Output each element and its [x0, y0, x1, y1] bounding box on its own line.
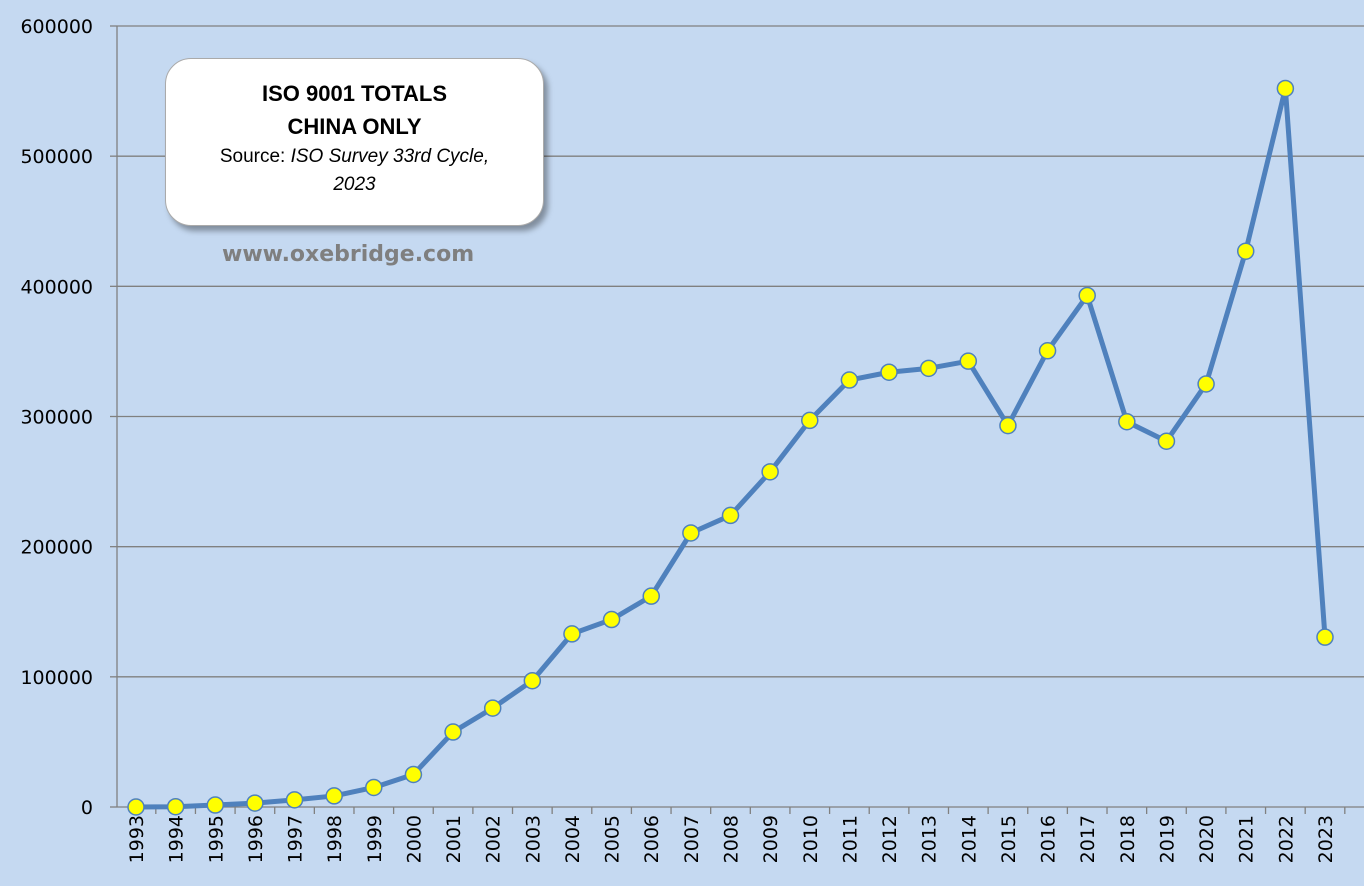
- data-point-2021: [1236, 242, 1255, 260]
- y-tick-label: 600000: [20, 16, 93, 38]
- x-tick-label: 2016: [1038, 815, 1060, 863]
- source-name: ISO Survey 33rd Cycle,: [290, 146, 490, 167]
- y-tick-label: 200000: [20, 537, 93, 559]
- x-tick-label: 2022: [1275, 815, 1297, 863]
- watermark: www.oxebridge.com: [222, 242, 475, 267]
- x-tick-label: 1993: [126, 815, 148, 863]
- title-box: ISO 9001 TOTALS CHINA ONLY Source: ISO S…: [165, 58, 544, 226]
- x-tick-label: 2023: [1315, 815, 1337, 863]
- x-tick-label: 2000: [403, 815, 425, 863]
- y-tick-label: 300000: [20, 407, 93, 429]
- data-point-1994: [166, 797, 185, 816]
- x-tick-label: 2004: [562, 815, 584, 863]
- x-tick-label: 2017: [1077, 815, 1099, 863]
- x-tick-label: 2008: [721, 815, 743, 863]
- x-tick-label: 1997: [285, 815, 307, 863]
- x-tick-label: 1995: [205, 815, 227, 863]
- data-point-2008: [721, 506, 740, 525]
- y-tick-label: 500000: [20, 146, 93, 168]
- data-point-2007: [682, 524, 700, 542]
- y-tick-label: 100000: [20, 667, 93, 689]
- data-point-2005: [602, 610, 621, 629]
- x-tick-label: 2013: [919, 815, 941, 863]
- data-point-2003: [523, 671, 542, 690]
- data-point-1998: [325, 787, 343, 805]
- data-point-2004: [563, 625, 581, 643]
- data-point-2009: [761, 463, 779, 481]
- data-point-2019: [1157, 432, 1176, 450]
- data-point-2018: [1118, 412, 1136, 431]
- x-tick-label: 2009: [760, 815, 782, 863]
- x-tick-label: 2003: [522, 815, 544, 863]
- x-tick-label: 2012: [879, 815, 901, 863]
- x-tick-label: 2015: [998, 815, 1020, 863]
- x-tick-label: 2019: [1156, 815, 1178, 863]
- x-tick-label: 2011: [839, 815, 861, 863]
- data-point-2016: [1038, 342, 1057, 360]
- chart-title-line2: CHINA ONLY: [287, 114, 422, 139]
- chart-title-line1: ISO 9001 TOTALS: [261, 81, 448, 106]
- source-prefix: Source:: [219, 146, 291, 167]
- data-point-2013: [919, 359, 938, 378]
- data-point-1997: [285, 791, 304, 809]
- y-tick-label: 400000: [20, 276, 93, 298]
- data-point-2002: [483, 699, 502, 717]
- data-point-1999: [365, 778, 383, 797]
- x-tick-label: 2018: [1117, 815, 1139, 863]
- y-tick-label: 0: [81, 797, 93, 819]
- data-point-2014: [959, 352, 978, 370]
- x-tick-label: 1999: [364, 815, 386, 863]
- data-point-2023: [1316, 628, 1334, 646]
- x-tick-label: 2010: [800, 815, 822, 863]
- data-point-1993: [127, 798, 145, 816]
- data-point-2022: [1276, 79, 1295, 98]
- data-point-2006: [642, 587, 660, 605]
- data-point-2017: [1078, 286, 1096, 305]
- data-point-1996: [246, 794, 264, 812]
- data-point-1995: [206, 796, 225, 814]
- x-tick-label: 2002: [483, 815, 505, 863]
- x-tick-label: 1996: [245, 815, 267, 863]
- data-point-2010: [801, 411, 819, 430]
- data-point-2015: [999, 416, 1017, 435]
- data-point-2012: [880, 363, 898, 381]
- x-tick-label: 2005: [602, 815, 624, 863]
- x-tick-label: 1994: [166, 815, 188, 863]
- x-tick-label: 2007: [681, 815, 703, 863]
- x-tick-label: 2020: [1196, 815, 1218, 863]
- source-year: 2023: [333, 174, 376, 195]
- x-tick-label: 2001: [443, 815, 465, 863]
- data-point-2000: [404, 765, 423, 784]
- data-point-2001: [444, 723, 462, 741]
- x-tick-label: 2006: [641, 815, 663, 863]
- x-tick-label: 1998: [324, 815, 346, 863]
- x-tick-label: 2014: [958, 815, 980, 863]
- x-tick-label: 2021: [1236, 815, 1258, 863]
- data-point-2020: [1197, 375, 1215, 393]
- data-point-2011: [840, 371, 859, 389]
